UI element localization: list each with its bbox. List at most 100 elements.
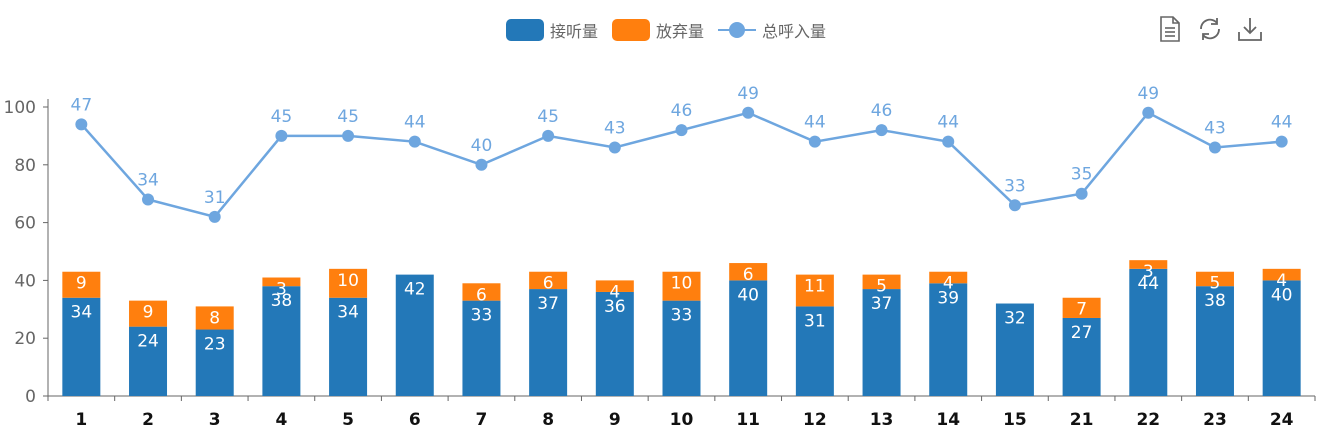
bar-label-answered: 34 [337,303,359,323]
x-tick-label: 4 [275,410,287,430]
bar-answered [662,300,701,396]
bar-label-answered: 32 [1004,309,1026,329]
bar-label-abandoned: 6 [743,265,754,285]
x-tick-label: 2 [142,410,154,430]
bar-answered [729,280,768,396]
legend-label-abandoned: 放弃量 [656,22,705,41]
bar-label-answered: 38 [271,291,293,311]
legend-item-total[interactable]: 总呼入量 [718,18,826,42]
legend-swatch-total [718,19,757,41]
bar-label-abandoned: 5 [876,277,887,297]
bar-label-abandoned: 6 [543,274,554,294]
point-total [408,135,421,148]
point-label-total: 45 [537,107,559,127]
bar-label-answered: 44 [1137,274,1159,294]
x-tick-label: 5 [342,410,354,430]
x-tick-label: 24 [1270,410,1294,430]
bar-label-abandoned: 4 [943,274,954,294]
bar-answered [929,283,968,396]
bar-label-answered: 37 [871,294,893,314]
bar-abandoned [462,283,501,301]
point-total [808,135,821,148]
bar-abandoned [1262,268,1301,281]
point-label-total: 44 [1271,113,1293,133]
point-total [1275,135,1288,148]
point-total [675,124,688,137]
bar-answered [1262,280,1301,396]
point-total [1142,106,1155,119]
bar-abandoned [929,271,968,284]
y-tick-label: 80 [14,156,36,176]
x-tick-label: 15 [1003,410,1027,430]
point-total [542,129,555,142]
x-tick-label: 1 [75,410,87,430]
point-label-total: 45 [337,107,359,127]
point-total [142,193,155,206]
point-total [1008,199,1021,212]
x-tick-label: 10 [670,410,694,430]
bar-label-abandoned: 4 [609,282,620,302]
bar-label-answered: 39 [937,288,959,308]
legend-swatch-abandoned [612,19,651,41]
bar-label-answered: 40 [1271,285,1293,305]
bar-abandoned [62,271,101,298]
x-tick-label: 23 [1203,410,1227,430]
y-tick-label: 20 [14,329,36,349]
bar-abandoned [262,277,301,287]
point-label-total: 40 [471,136,493,156]
bar-label-abandoned: 4 [1276,271,1287,291]
data-view-icon[interactable] [1156,14,1184,44]
bar-abandoned [129,300,168,327]
bar-abandoned [862,274,901,290]
bar-label-answered: 31 [804,311,826,331]
point-label-total: 46 [671,101,693,121]
bar-answered [262,286,301,396]
point-label-total: 35 [1071,165,1093,185]
point-total [208,210,221,223]
download-icon[interactable] [1236,14,1264,44]
bar-label-answered: 42 [404,280,426,300]
x-tick-label: 8 [542,410,554,430]
x-tick-label: 22 [1136,410,1160,430]
point-label-total: 44 [404,113,426,133]
bar-abandoned [662,271,701,301]
point-total [275,129,288,142]
point-total [475,158,488,171]
x-tick-label: 14 [936,410,960,430]
bar-abandoned [729,263,768,281]
bar-label-answered: 36 [604,297,626,317]
point-label-total: 31 [204,188,226,208]
x-tick-label: 13 [870,410,894,430]
bar-abandoned [329,268,368,298]
bar-label-answered: 23 [204,335,226,355]
point-total [1208,141,1221,154]
bar-answered [395,274,434,396]
x-tick-label: 12 [803,410,827,430]
bar-label-answered: 40 [737,285,759,305]
point-label-total: 33 [1004,176,1026,196]
bar-answered [795,306,834,396]
point-label-total: 47 [71,95,93,115]
bar-abandoned [529,271,568,290]
bar-abandoned [1129,260,1168,269]
point-total [608,141,621,154]
point-total [75,118,88,131]
bar-answered [329,297,368,396]
bar-label-abandoned: 9 [143,303,154,323]
legend-item-abandoned[interactable]: 放弃量 [612,18,704,42]
refresh-icon[interactable] [1196,14,1224,44]
bar-label-abandoned: 8 [209,308,220,328]
bar-label-answered: 37 [537,294,559,314]
x-tick-label: 9 [609,410,621,430]
bar-label-answered: 34 [71,303,93,323]
point-label-total: 49 [737,84,759,104]
bar-label-abandoned: 10 [671,274,693,294]
y-tick-label: 40 [14,271,36,291]
bar-abandoned [595,280,634,292]
bar-label-answered: 24 [137,332,159,352]
bar-label-answered: 33 [671,306,693,326]
legend-item-answered[interactable]: 接听量 [506,18,598,42]
x-tick-label: 7 [476,410,488,430]
legend-label-total: 总呼入量 [762,22,827,41]
